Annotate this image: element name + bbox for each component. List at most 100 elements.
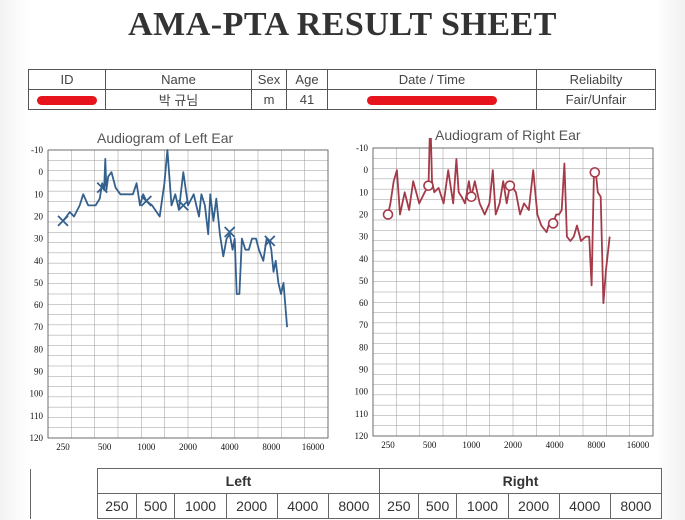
patient-info-table: ID Name Sex Age Date / Time Reliabilty 박…	[28, 69, 656, 110]
info-header-row: ID Name Sex Age Date / Time Reliabilty	[28, 69, 656, 90]
info-value-row: 박 규님 m 41 Fair/Unfair	[28, 89, 656, 110]
left-header: Left	[97, 468, 380, 494]
datetime-value	[327, 89, 537, 110]
reliability-value: Fair/Unfair	[536, 89, 656, 110]
name-label: Name	[105, 69, 252, 90]
y-tick-label: -10	[31, 145, 43, 155]
right-ear-audiogram: -10 0 10 20 30 40 50 60 70 80 90 100 110 120 250 500 100…	[355, 138, 654, 448]
y-tick-label: 0	[39, 167, 44, 177]
o-marker	[589, 167, 601, 178]
x-marker-stroke	[96, 182, 108, 194]
x-marker-stroke	[140, 195, 152, 207]
y-tick-label: 20	[359, 209, 369, 219]
x-tick-label: 2000	[504, 440, 523, 448]
id-value	[28, 89, 106, 110]
corner-cell	[30, 493, 98, 519]
x-tick-label: 500	[423, 440, 437, 448]
x-marker-stroke	[224, 226, 236, 238]
sex-value: m	[251, 89, 287, 110]
y-tick-label: 50	[34, 278, 44, 288]
x-tick-label: 16000	[627, 440, 650, 448]
y-tick-label: 70	[359, 320, 369, 330]
right-freq-cell: 500	[417, 493, 458, 519]
x-tick-label: 2000	[179, 442, 198, 450]
y-tick-label: 120	[355, 431, 369, 441]
x-marker-stroke	[264, 235, 276, 247]
x-tick-label: 500	[98, 442, 112, 450]
x-marker	[224, 226, 236, 238]
y-tick-label: 30	[359, 232, 369, 242]
left-ear-audiogram: -10 0 10 20 30 40 50 60 70 80 90 100 110 120 250 500 100…	[30, 145, 329, 450]
x-marker	[96, 182, 108, 194]
y-tick-label: 40	[359, 254, 369, 264]
right-header: Right	[378, 468, 663, 494]
y-tick-label: 20	[34, 211, 44, 221]
plot-frame	[372, 147, 654, 437]
x-tick-label: 4000	[221, 442, 240, 450]
left-freq-cell: 4000	[276, 493, 329, 519]
y-tick-label: 60	[34, 300, 44, 310]
x-marker	[57, 215, 69, 227]
corner-cell	[30, 468, 98, 494]
y-tick-label: 90	[359, 365, 369, 375]
right-freq-cell: 4000	[558, 493, 611, 519]
o-marker	[547, 218, 559, 229]
name-value: 박 규님	[105, 89, 252, 110]
o-marker	[504, 180, 516, 191]
y-tick-label: 10	[359, 187, 369, 197]
x-tick-label: 1000	[137, 442, 156, 450]
left-freq-cell: 2000	[225, 493, 278, 519]
left-freq-cell: 1000	[174, 493, 227, 519]
o-marker	[423, 180, 434, 191]
x-tick-label: 8000	[587, 440, 606, 448]
x-tick-label: 250	[56, 442, 70, 450]
y-tick-label: 80	[359, 342, 369, 352]
threshold-trace	[62, 149, 288, 328]
plot-frame	[47, 149, 329, 439]
right-freq-cell: 2000	[507, 493, 560, 519]
sex-label: Sex	[251, 69, 287, 90]
right-freq-cell: 250	[378, 493, 419, 519]
y-tick-label: 110	[30, 411, 44, 421]
frequency-row: 250 500 1000 2000 4000 8000 250 500 1000…	[30, 493, 663, 519]
x-tick-label: 16000	[302, 442, 325, 450]
o-marker	[382, 209, 394, 220]
left-audiogram-title: Audiogram of Left Ear	[97, 130, 234, 146]
y-tick-label: 100	[355, 387, 369, 397]
y-tick-label: 100	[30, 389, 44, 399]
x-marker-stroke	[57, 215, 69, 227]
right-freq-cell: 8000	[609, 493, 663, 519]
redaction-mark	[37, 96, 97, 106]
y-tick-label: -10	[356, 143, 368, 153]
x-marker	[140, 195, 152, 207]
y-tick-label: 120	[30, 433, 44, 443]
y-tick-label: 10	[34, 189, 44, 199]
y-tick-label: 40	[34, 256, 44, 266]
left-freq-cell: 250	[97, 493, 137, 519]
o-marker	[466, 191, 477, 203]
x-tick-label: 1000	[462, 440, 481, 448]
threshold-header-row: Left Right	[30, 468, 663, 494]
id-label: ID	[28, 69, 106, 90]
left-freq-cell: 8000	[327, 493, 380, 519]
redaction-mark	[367, 96, 497, 106]
x-tick-label: 8000	[262, 442, 281, 450]
y-tick-label: 70	[34, 322, 44, 332]
right-freq-cell: 1000	[456, 493, 509, 519]
y-tick-label: 0	[364, 165, 369, 175]
page-title: AMA-PTA RESULT SHEET	[128, 6, 557, 43]
x-tick-label: 4000	[546, 440, 565, 448]
reliability-label: Reliabilty	[536, 69, 656, 90]
y-tick-label: 90	[34, 367, 44, 377]
x-marker	[177, 199, 189, 212]
y-tick-label: 60	[359, 298, 369, 308]
y-tick-label: 50	[359, 276, 369, 286]
grid	[47, 149, 329, 439]
threshold-table: Left Right 250 500 1000 2000 4000 8000 2…	[30, 468, 663, 519]
x-marker-stroke	[177, 199, 189, 212]
y-tick-label: 80	[34, 344, 44, 354]
age-value: 41	[286, 89, 328, 110]
x-marker	[264, 235, 276, 247]
datetime-label: Date / Time	[327, 69, 537, 90]
